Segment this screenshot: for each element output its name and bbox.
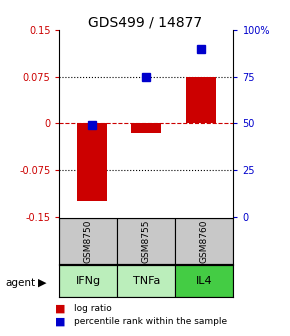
Bar <box>117 218 175 264</box>
Text: ■: ■ <box>55 303 66 313</box>
Text: GDS499 / 14877: GDS499 / 14877 <box>88 15 202 29</box>
Text: log ratio: log ratio <box>74 304 112 313</box>
Text: GSM8750: GSM8750 <box>84 219 93 263</box>
Bar <box>117 265 175 297</box>
Bar <box>175 218 233 264</box>
Text: IL4: IL4 <box>196 277 213 286</box>
Text: IFNg: IFNg <box>76 277 101 286</box>
Text: GSM8755: GSM8755 <box>142 219 151 263</box>
Text: GSM8760: GSM8760 <box>200 219 209 263</box>
Bar <box>186 77 216 124</box>
Text: agent: agent <box>6 278 36 288</box>
Text: ■: ■ <box>55 317 66 327</box>
Bar <box>59 218 117 264</box>
Text: percentile rank within the sample: percentile rank within the sample <box>74 318 227 326</box>
Text: TNFa: TNFa <box>133 277 160 286</box>
Bar <box>77 124 107 201</box>
Bar <box>59 265 117 297</box>
Bar <box>131 124 162 133</box>
Text: ▶: ▶ <box>38 278 46 288</box>
Bar <box>175 265 233 297</box>
